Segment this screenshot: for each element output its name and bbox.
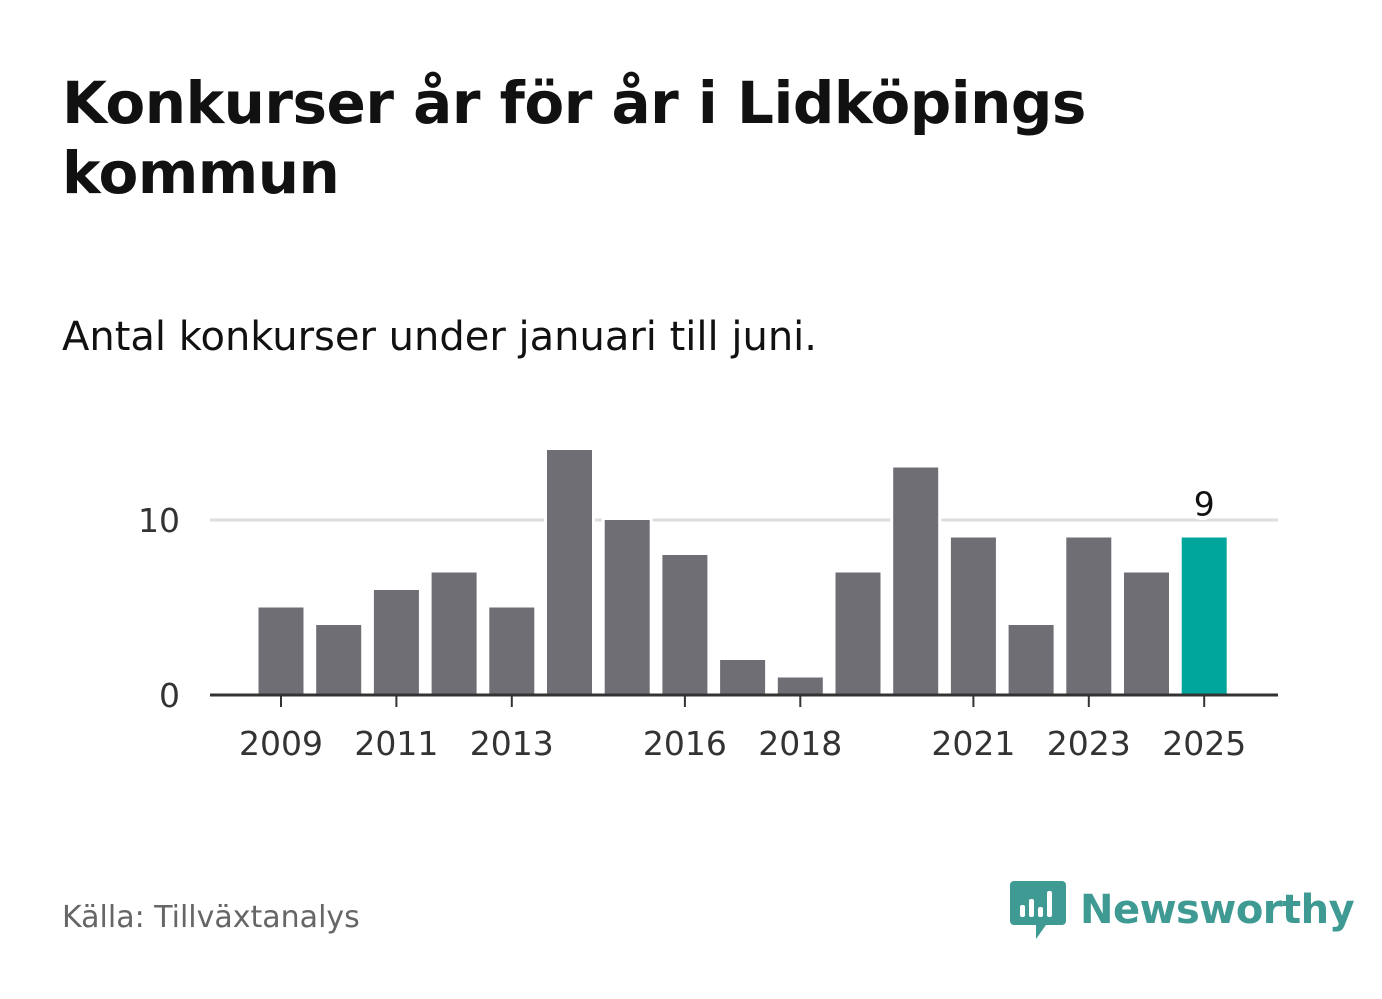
bar-2011 bbox=[370, 587, 422, 698]
y-tick-label-10: 10 bbox=[138, 501, 180, 540]
y-tick-label-0: 0 bbox=[159, 676, 180, 715]
x-tick-label-2023: 2023 bbox=[1047, 724, 1131, 763]
x-tick-label-2013: 2013 bbox=[470, 724, 554, 763]
bar-2015 bbox=[601, 517, 653, 698]
bar-2022 bbox=[1005, 622, 1057, 698]
bar-2012 bbox=[428, 569, 480, 698]
x-tick-label-2009: 2009 bbox=[239, 724, 323, 763]
source-note: Källa: Tillväxtanalys bbox=[62, 900, 360, 935]
x-tick-label-2021: 2021 bbox=[931, 724, 1015, 763]
brand-name: Newsworthy bbox=[1080, 887, 1355, 933]
bar-2010 bbox=[313, 622, 365, 698]
bar-2020 bbox=[890, 464, 942, 698]
data-label-2025: 9 bbox=[1194, 485, 1215, 524]
bar-layer bbox=[255, 447, 1230, 698]
x-tick-label-2011: 2011 bbox=[354, 724, 438, 763]
chart-subtitle: Antal konkurser under januari till juni. bbox=[62, 314, 817, 360]
bar-2014 bbox=[544, 447, 595, 698]
bar-2021 bbox=[947, 534, 999, 698]
bar-2024 bbox=[1121, 569, 1172, 698]
bar-2018 bbox=[774, 674, 826, 698]
label-layer: 0 10 2009 2011 2013 2016 2018 2021 2023 2025 9 bbox=[138, 481, 1246, 764]
bar-chart: 0 10 2009 2011 2013 2016 2018 2021 2023 2025 9 bbox=[138, 447, 1278, 764]
bar-2025 bbox=[1178, 534, 1230, 698]
chart-title: Konkurser år för år i Lidköpings kommun bbox=[62, 69, 1086, 207]
bar-2017 bbox=[717, 657, 769, 698]
x-tick-label-2016: 2016 bbox=[643, 724, 727, 763]
bar-2019 bbox=[832, 569, 884, 698]
brand-logo-link[interactable]: Newsworthy bbox=[1010, 878, 1355, 942]
bar-2013 bbox=[486, 604, 538, 698]
bar-2016 bbox=[659, 552, 711, 698]
x-tick-label-2025: 2025 bbox=[1162, 724, 1246, 763]
bar-chart-speech-bubble-icon bbox=[1010, 881, 1066, 939]
axis-layer bbox=[210, 693, 1278, 707]
bar-2009 bbox=[255, 604, 307, 698]
bar-2023 bbox=[1063, 534, 1115, 698]
x-tick-label-2018: 2018 bbox=[758, 724, 842, 763]
